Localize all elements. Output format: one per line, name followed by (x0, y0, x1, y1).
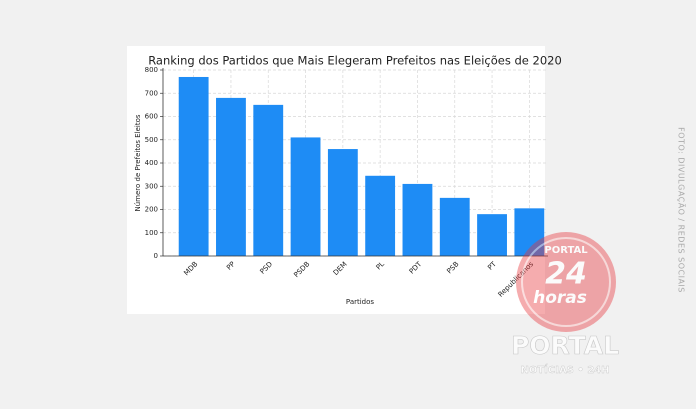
y-tick-label: 600 (145, 113, 158, 121)
chart-title: Ranking dos Partidos que Mais Elegeram P… (148, 54, 562, 68)
bar (178, 76, 209, 256)
y-tick-label: 700 (145, 89, 158, 97)
y-tick-label: 300 (145, 182, 158, 190)
bar (327, 149, 358, 256)
watermark-tagline: NOTÍCIAS • 24H (520, 363, 609, 376)
bar (365, 175, 396, 256)
bar (514, 208, 545, 256)
watermark-brand: PORTAL (511, 331, 619, 360)
x-tick-label: PL (375, 260, 386, 271)
watermark-logo-word: horas (533, 288, 587, 308)
bar (477, 214, 507, 256)
x-axis-label: Partidos (346, 298, 374, 306)
y-tick-label: 800 (145, 66, 158, 74)
x-tick-label: PP (225, 260, 237, 272)
bar (253, 104, 284, 256)
watermark: PORTAL 24 horas PORTAL NOTÍCIAS • 24H (511, 232, 619, 376)
y-axis-label: Número de Prefeitos Eleitos (134, 114, 142, 211)
y-tick-label: 0 (154, 252, 158, 260)
y-tick-label: 400 (145, 159, 158, 167)
y-tick-label: 100 (145, 229, 158, 237)
photo-credit: FOTO: DIVULGAÇÃO / REDES SOCIAIS (677, 127, 687, 293)
watermark-logo-top: PORTAL (544, 245, 588, 256)
watermark-ring (521, 237, 611, 327)
bar (290, 137, 321, 256)
watermark-logo-number: 24 (545, 257, 587, 292)
y-tick-label: 200 (145, 206, 158, 214)
y-tick-label: 500 (145, 136, 158, 144)
bar (439, 197, 470, 256)
watermark-circle (516, 232, 616, 332)
bar (216, 97, 246, 257)
bar (402, 183, 433, 256)
